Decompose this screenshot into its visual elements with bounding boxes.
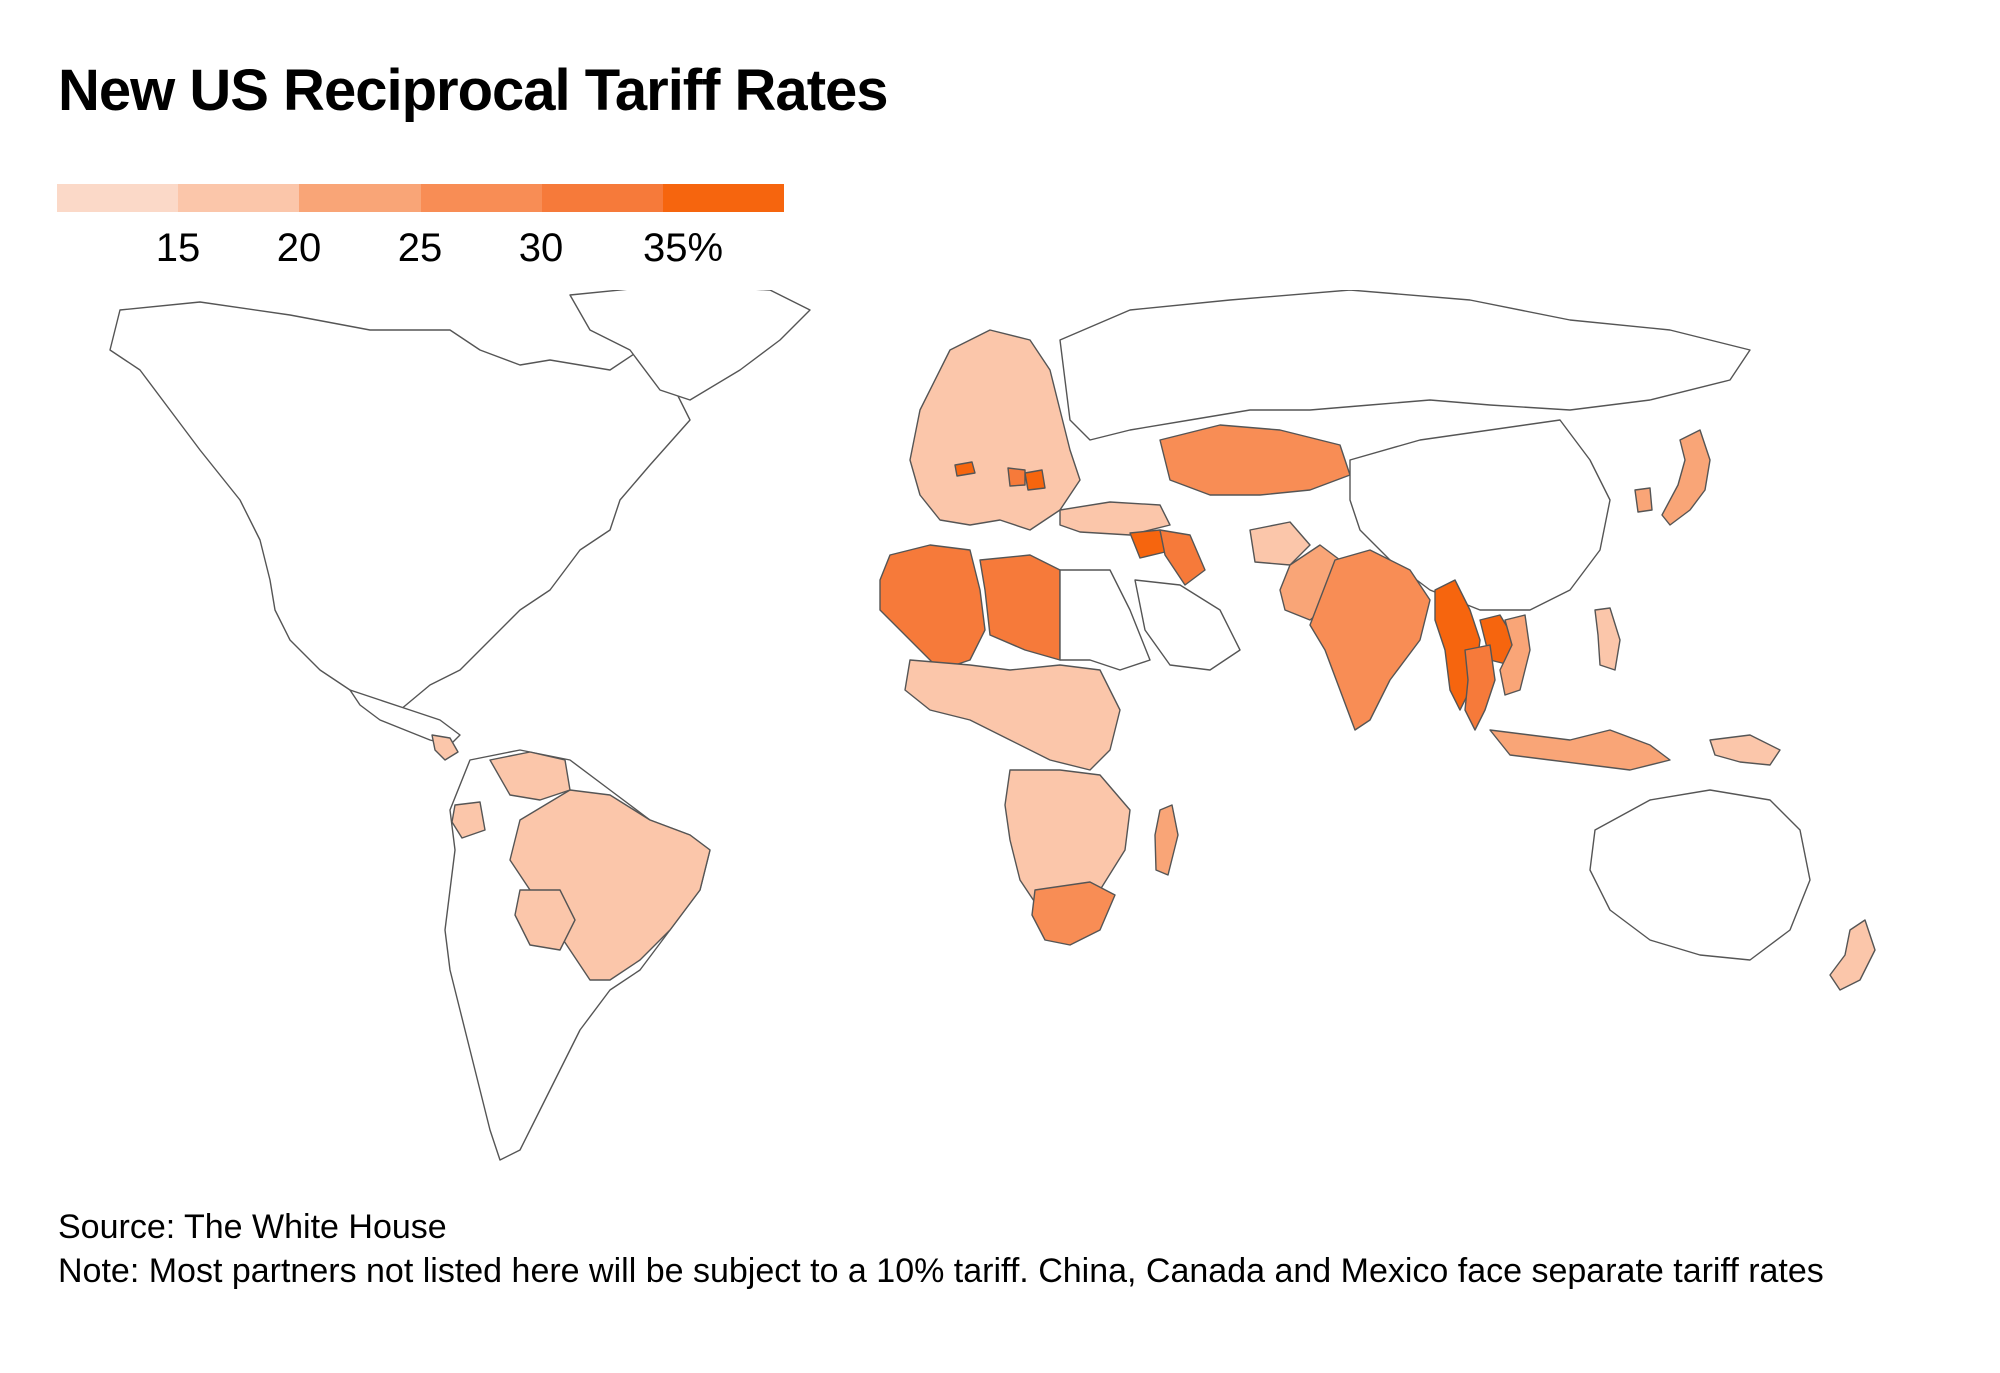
region-bolivia (514, 889, 576, 951)
region-saudi-arabia (1134, 579, 1241, 671)
note-text: Note: Most partners not listed here will… (58, 1252, 1824, 1290)
chart-title: New US Reciprocal Tariff Rates (58, 58, 889, 123)
legend-swatch (541, 184, 663, 212)
region-philippines (1594, 607, 1621, 671)
region-australia (1589, 789, 1811, 961)
legend-tick-label: 20 (276, 226, 322, 270)
region-nicaragua (431, 734, 459, 761)
region-north-america (109, 301, 691, 711)
legend-swatch (299, 184, 421, 212)
region-central-africa (904, 659, 1121, 771)
region-switzerland (954, 461, 976, 477)
region-japan (1661, 429, 1711, 526)
region-vietnam (1499, 614, 1531, 696)
region-bosnia (1007, 467, 1026, 487)
legend-tick-label: 35% (642, 226, 724, 270)
source-text: Source: The White House (58, 1208, 447, 1246)
region-kazakhstan (1159, 424, 1351, 496)
legend-swatch (57, 184, 179, 212)
region-venezuela (489, 751, 571, 801)
legend-tick-label: 25 (397, 226, 443, 270)
region-new-zealand (1829, 919, 1876, 991)
region-greenland (569, 290, 811, 401)
region-india (1309, 549, 1431, 731)
legend-color-bar (57, 184, 785, 212)
region-russia (1059, 290, 1751, 441)
legend-swatch (420, 184, 542, 212)
region-papua-new-guinea (1709, 734, 1781, 766)
region-thailand (1464, 644, 1496, 731)
region-south-korea (1634, 487, 1653, 513)
legend-tick-label: 15 (155, 226, 201, 270)
color-legend: 15 20 25 30 35% (57, 184, 785, 274)
region-china (1349, 419, 1611, 611)
legend-swatch (178, 184, 300, 212)
region-north-africa-east (1059, 569, 1151, 671)
world-map (50, 290, 1960, 1170)
region-indonesia (1489, 729, 1671, 771)
region-afghanistan (1249, 521, 1311, 566)
region-serbia (1024, 469, 1046, 491)
chart-footer: Source: The White House Note: Most partn… (58, 1205, 1938, 1293)
region-iraq (1159, 529, 1206, 586)
region-europe (909, 329, 1081, 531)
world-map-svg (109, 290, 1876, 1161)
region-madagascar (1154, 804, 1179, 876)
legend-swatch (662, 184, 785, 212)
region-syria (1129, 529, 1166, 559)
region-south-africa (1031, 881, 1116, 946)
region-ecuador (451, 801, 486, 839)
region-algeria (879, 544, 986, 671)
region-turkey (1059, 501, 1171, 536)
legend-tick-label: 30 (518, 226, 564, 270)
region-libya (979, 554, 1061, 661)
